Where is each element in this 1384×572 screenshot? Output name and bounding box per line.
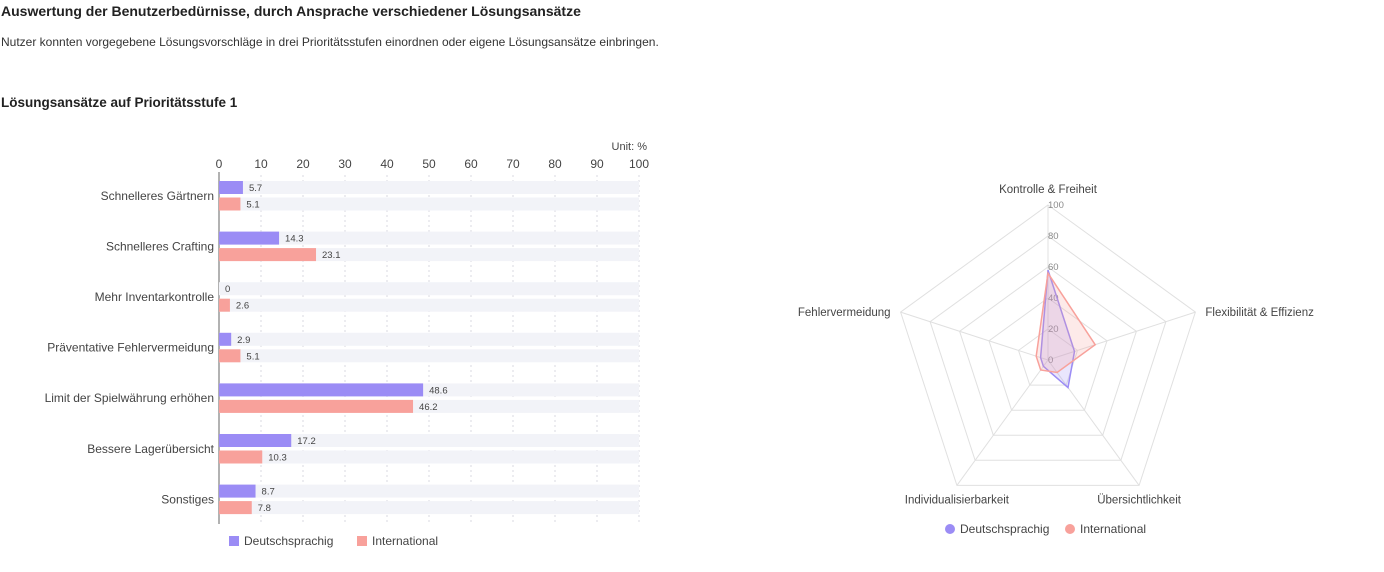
x-tick-label: 20 [296, 157, 310, 171]
bar [219, 197, 241, 211]
radar-series-area [1039, 269, 1076, 390]
legend-label: International [372, 534, 438, 548]
category-label: Sonstiges [161, 492, 214, 506]
radar-axis-label: Übersichtlichkeit [1097, 494, 1182, 506]
bar-track [219, 231, 639, 245]
bar [219, 231, 280, 245]
radar-axis-label: Individualisierbarkeit [905, 494, 1010, 506]
data-label: 2.6 [236, 301, 249, 312]
bar [219, 501, 252, 515]
section-heading: Lösungsansätze auf Prioritätsstufe 1 [1, 95, 238, 110]
radar-ring [900, 204, 1196, 486]
bar [219, 332, 232, 346]
bar [219, 181, 243, 194]
bar-track [219, 501, 639, 515]
page-subtitle: Nutzer konnten vorgegebene Lösungsvorsch… [1, 35, 659, 49]
legend-swatch [229, 536, 239, 546]
radar-tick-label: 20 [1048, 324, 1059, 335]
radar-spoke [900, 311, 1049, 361]
bar-track [219, 248, 639, 262]
bar-track [219, 450, 639, 464]
x-tick-label: 80 [548, 157, 562, 171]
legend-label: Deutschsprachig [244, 534, 333, 548]
bar-track [219, 332, 639, 346]
data-label: 17.2 [297, 436, 316, 447]
legend-swatch [1065, 524, 1075, 534]
page-title: Auswertung der Benutzerbedürnisse, durch… [1, 3, 581, 19]
x-tick-label: 60 [464, 157, 478, 171]
radar-series-area [1035, 271, 1097, 374]
radar-ring [988, 297, 1108, 411]
radar-tick-label: 100 [1048, 200, 1064, 211]
bar-track [219, 181, 639, 194]
category-label: Mehr Inventarkontrolle [95, 290, 215, 304]
x-tick-label: 30 [338, 157, 352, 171]
bar [219, 349, 241, 363]
radar-tick-label: 40 [1048, 293, 1059, 304]
bar [219, 450, 263, 464]
category-label: Bessere Lagerübersicht [87, 442, 214, 456]
category-label: Limit der Spielwährung erhöhen [45, 391, 214, 405]
radar-ring [959, 266, 1137, 436]
radar-spoke [956, 359, 1049, 486]
unit-label: Unit: % [612, 141, 648, 153]
bar-track [219, 197, 639, 211]
x-tick-label: 40 [380, 157, 394, 171]
x-tick-label: 10 [254, 157, 268, 171]
data-label: 8.7 [262, 487, 275, 498]
legend-swatch [357, 536, 367, 546]
bar-chart: Unit: % 0 10 20 30 40 50 60 70 80 90 100 Schnelleres… [45, 141, 650, 548]
bar [219, 434, 292, 447]
legend-label: International [1080, 522, 1146, 536]
radar-ring [929, 235, 1167, 461]
radar-spoke [1047, 359, 1140, 486]
category-label: Präventative Fehlervermeidung [47, 341, 214, 355]
bar [219, 298, 230, 312]
x-tick-label: 70 [506, 157, 520, 171]
data-label: 0 [225, 284, 230, 295]
legend-swatch [945, 524, 955, 534]
radar-axis-label: Kontrolle & Freiheit [999, 184, 1098, 196]
legend-label: Deutschsprachig [960, 522, 1049, 536]
bar-track [219, 484, 639, 498]
bar-track [219, 282, 639, 296]
bar-track [219, 349, 639, 363]
data-label: 5.1 [246, 351, 259, 362]
bar [219, 383, 424, 397]
bar [219, 399, 414, 413]
radar-axis-label: Flexibilität & Effizienz [1205, 307, 1314, 319]
data-label: 10.3 [268, 453, 287, 464]
category-label: Schnelleres Gärtnern [101, 189, 214, 203]
x-tick-label: 100 [629, 157, 649, 171]
category-label: Schnelleres Crafting [106, 239, 214, 253]
data-label: 14.3 [285, 234, 304, 245]
data-label: 2.9 [237, 335, 250, 346]
data-label: 48.6 [429, 385, 448, 396]
radar-tick-label: 0 [1048, 355, 1053, 366]
bar [219, 248, 317, 262]
radar-tick-label: 60 [1048, 262, 1059, 273]
x-tick-label: 90 [590, 157, 604, 171]
data-label: 7.8 [258, 503, 271, 514]
data-label: 23.1 [322, 250, 341, 261]
x-tick-label: 0 [216, 157, 223, 171]
bar-track [219, 298, 639, 312]
bar [219, 484, 256, 498]
data-label: 46.2 [419, 402, 438, 413]
radar-tick-label: 80 [1048, 231, 1059, 242]
radar-axis-label: Fehlervermeidung [798, 307, 891, 319]
radar-spoke [1047, 311, 1196, 361]
bar-track [219, 434, 639, 447]
radar-chart: 0 20 40 60 80 100 Kontrolle & Freiheit Flexibil… [798, 184, 1314, 536]
data-label: 5.1 [246, 200, 259, 211]
data-label: 5.7 [249, 183, 262, 194]
x-tick-label: 50 [422, 157, 436, 171]
